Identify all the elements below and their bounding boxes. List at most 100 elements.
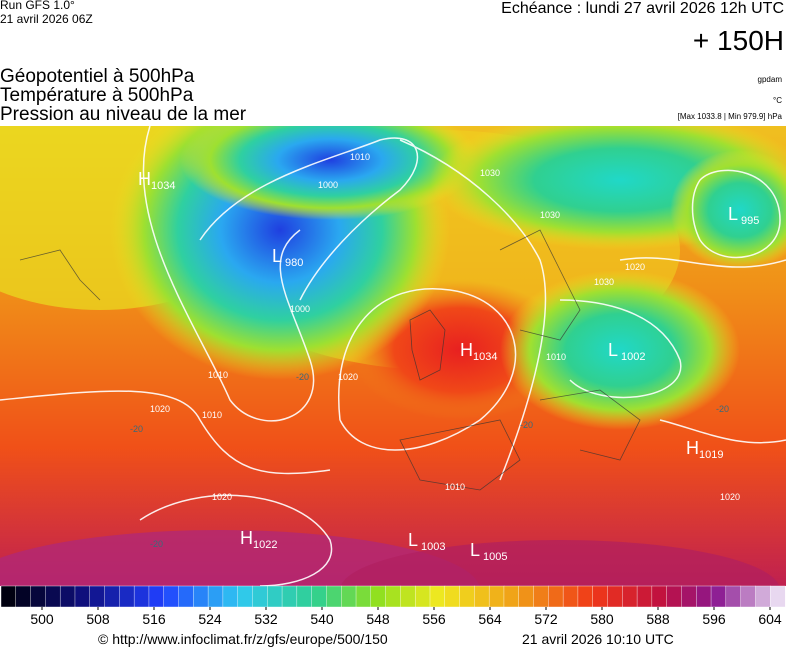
colorbar-swatch <box>414 585 431 608</box>
isobar-label: 1000 <box>290 304 310 314</box>
colorbar-swatch <box>592 585 608 608</box>
temperature-label: -20 <box>150 539 163 549</box>
colorbar-swatch <box>666 585 682 608</box>
colorbar-swatch <box>503 585 520 608</box>
isobar-label: 1010 <box>350 152 370 162</box>
pressure-letter: H <box>686 438 699 458</box>
pressure-value: 1034 <box>473 351 497 363</box>
temperature-label: -20 <box>130 424 143 434</box>
field-title: Pression au niveau de la mer <box>0 104 247 125</box>
colorbar-swatch <box>770 585 786 608</box>
pressure-letter: H <box>138 169 151 189</box>
pressure-value: 1022 <box>253 539 277 551</box>
colorbar-swatch <box>385 585 401 608</box>
isobar-label: 1030 <box>594 277 614 287</box>
unit-label: °C <box>773 96 782 105</box>
colorbar-swatch <box>193 585 209 608</box>
colorbar-swatch <box>59 585 76 608</box>
temperature-label: -20 <box>296 372 309 382</box>
colorbar-swatch <box>355 585 372 608</box>
unit-label: [Max 1033.8 | Min 979.9] hPa <box>678 112 783 121</box>
colorbar-swatch <box>651 585 668 608</box>
field-title: Température à 500hPa <box>0 85 194 106</box>
map-area <box>0 126 786 586</box>
pressure-value: 980 <box>285 257 303 269</box>
pressure-letter: H <box>240 528 253 548</box>
pressure-value: 1034 <box>151 180 175 192</box>
colorbar-swatch <box>622 585 638 608</box>
colorbar-swatch <box>400 585 416 608</box>
colorbar-tick-label: 556 <box>422 611 446 627</box>
colorbar-swatch <box>0 585 17 608</box>
colorbar-swatch <box>444 585 461 608</box>
pressure-letter: L <box>470 540 480 560</box>
colorbar-swatch <box>725 585 742 608</box>
pressure-value: 1005 <box>483 551 507 563</box>
colorbar-swatch <box>518 585 535 608</box>
temperature-label: -20 <box>520 420 533 430</box>
colorbar-swatch <box>148 585 165 608</box>
pressure-letter: L <box>272 246 282 266</box>
colorbar-swatch <box>45 585 61 608</box>
colorbar-swatch <box>607 585 623 608</box>
valid-time: Echéance : lundi 27 avril 2026 12h UTC <box>501 0 784 17</box>
colorbar-swatch <box>429 585 446 608</box>
colorbar-swatch <box>133 585 150 608</box>
colorbar-tick-label: 548 <box>366 611 390 627</box>
colorbar-swatch <box>710 585 727 608</box>
pressure-value: 1019 <box>699 449 723 461</box>
colorbar-swatch <box>207 585 224 608</box>
colorbar-swatch <box>30 585 46 608</box>
colorbar-swatch <box>696 585 712 608</box>
colorbar-tick-label: 596 <box>702 611 726 627</box>
pressure-letter: L <box>728 204 738 224</box>
colorbar-swatch <box>548 585 564 608</box>
isobar-label: 1010 <box>546 352 566 362</box>
colorbar-swatch <box>119 585 135 608</box>
isobar-label: 1020 <box>720 492 740 502</box>
colorbar-swatch <box>326 585 342 608</box>
colorbar-tick-label: 516 <box>142 611 166 627</box>
colorbar-tick-label: 508 <box>86 611 110 627</box>
colorbar-swatch <box>163 585 180 608</box>
isobar-label: 1030 <box>480 168 500 178</box>
isobar-label: 1010 <box>208 370 228 380</box>
colorbar-swatch <box>15 585 32 608</box>
colorbar-swatch <box>562 585 579 608</box>
colorbar-swatch <box>296 585 313 608</box>
isobar-label: 1020 <box>212 492 232 502</box>
temperature-label: -20 <box>716 404 729 414</box>
colorbar-swatch <box>370 585 387 608</box>
colorbar-swatch <box>577 585 594 608</box>
pressure-letter: L <box>608 340 618 360</box>
pressure-letter: H <box>460 340 473 360</box>
colorbar-tick-label: 604 <box>758 611 782 627</box>
colorbar-swatch <box>681 585 697 608</box>
colorbar-swatch <box>488 585 505 608</box>
colorbar-swatch <box>104 585 120 608</box>
source-url: © http://www.infoclimat.fr/z/gfs/europe/… <box>98 631 388 647</box>
colorbar-swatch <box>252 585 268 608</box>
colorbar-tick-label: 564 <box>478 611 502 627</box>
colorbar-swatch <box>636 585 653 608</box>
isobar-label: 1000 <box>318 180 338 190</box>
generated-date: 21 avril 2026 10:10 UTC <box>522 631 674 647</box>
pressure-value: 995 <box>741 215 759 227</box>
colorbar-tick-label: 580 <box>590 611 614 627</box>
colorbar-swatch <box>267 585 283 608</box>
isobar-label: 1010 <box>202 410 222 420</box>
pressure-letter: L <box>408 530 418 550</box>
colorbar-swatch <box>740 585 756 608</box>
colorbar-swatch <box>89 585 106 608</box>
field-title: Géopotentiel à 500hPa <box>0 66 195 87</box>
colorbar-swatch <box>222 585 239 608</box>
isobar-label: 1030 <box>540 210 560 220</box>
colorbar-swatch <box>755 585 771 608</box>
pressure-value: 1002 <box>621 351 645 363</box>
colorbar-tick-label: 572 <box>534 611 558 627</box>
isobar-label: 1020 <box>625 262 645 272</box>
colorbar-tick-label: 540 <box>310 611 334 627</box>
colorbar-tick-label: 524 <box>198 611 222 627</box>
colorbar-swatch <box>533 585 549 608</box>
run-date: 21 avril 2026 06Z <box>0 12 93 26</box>
